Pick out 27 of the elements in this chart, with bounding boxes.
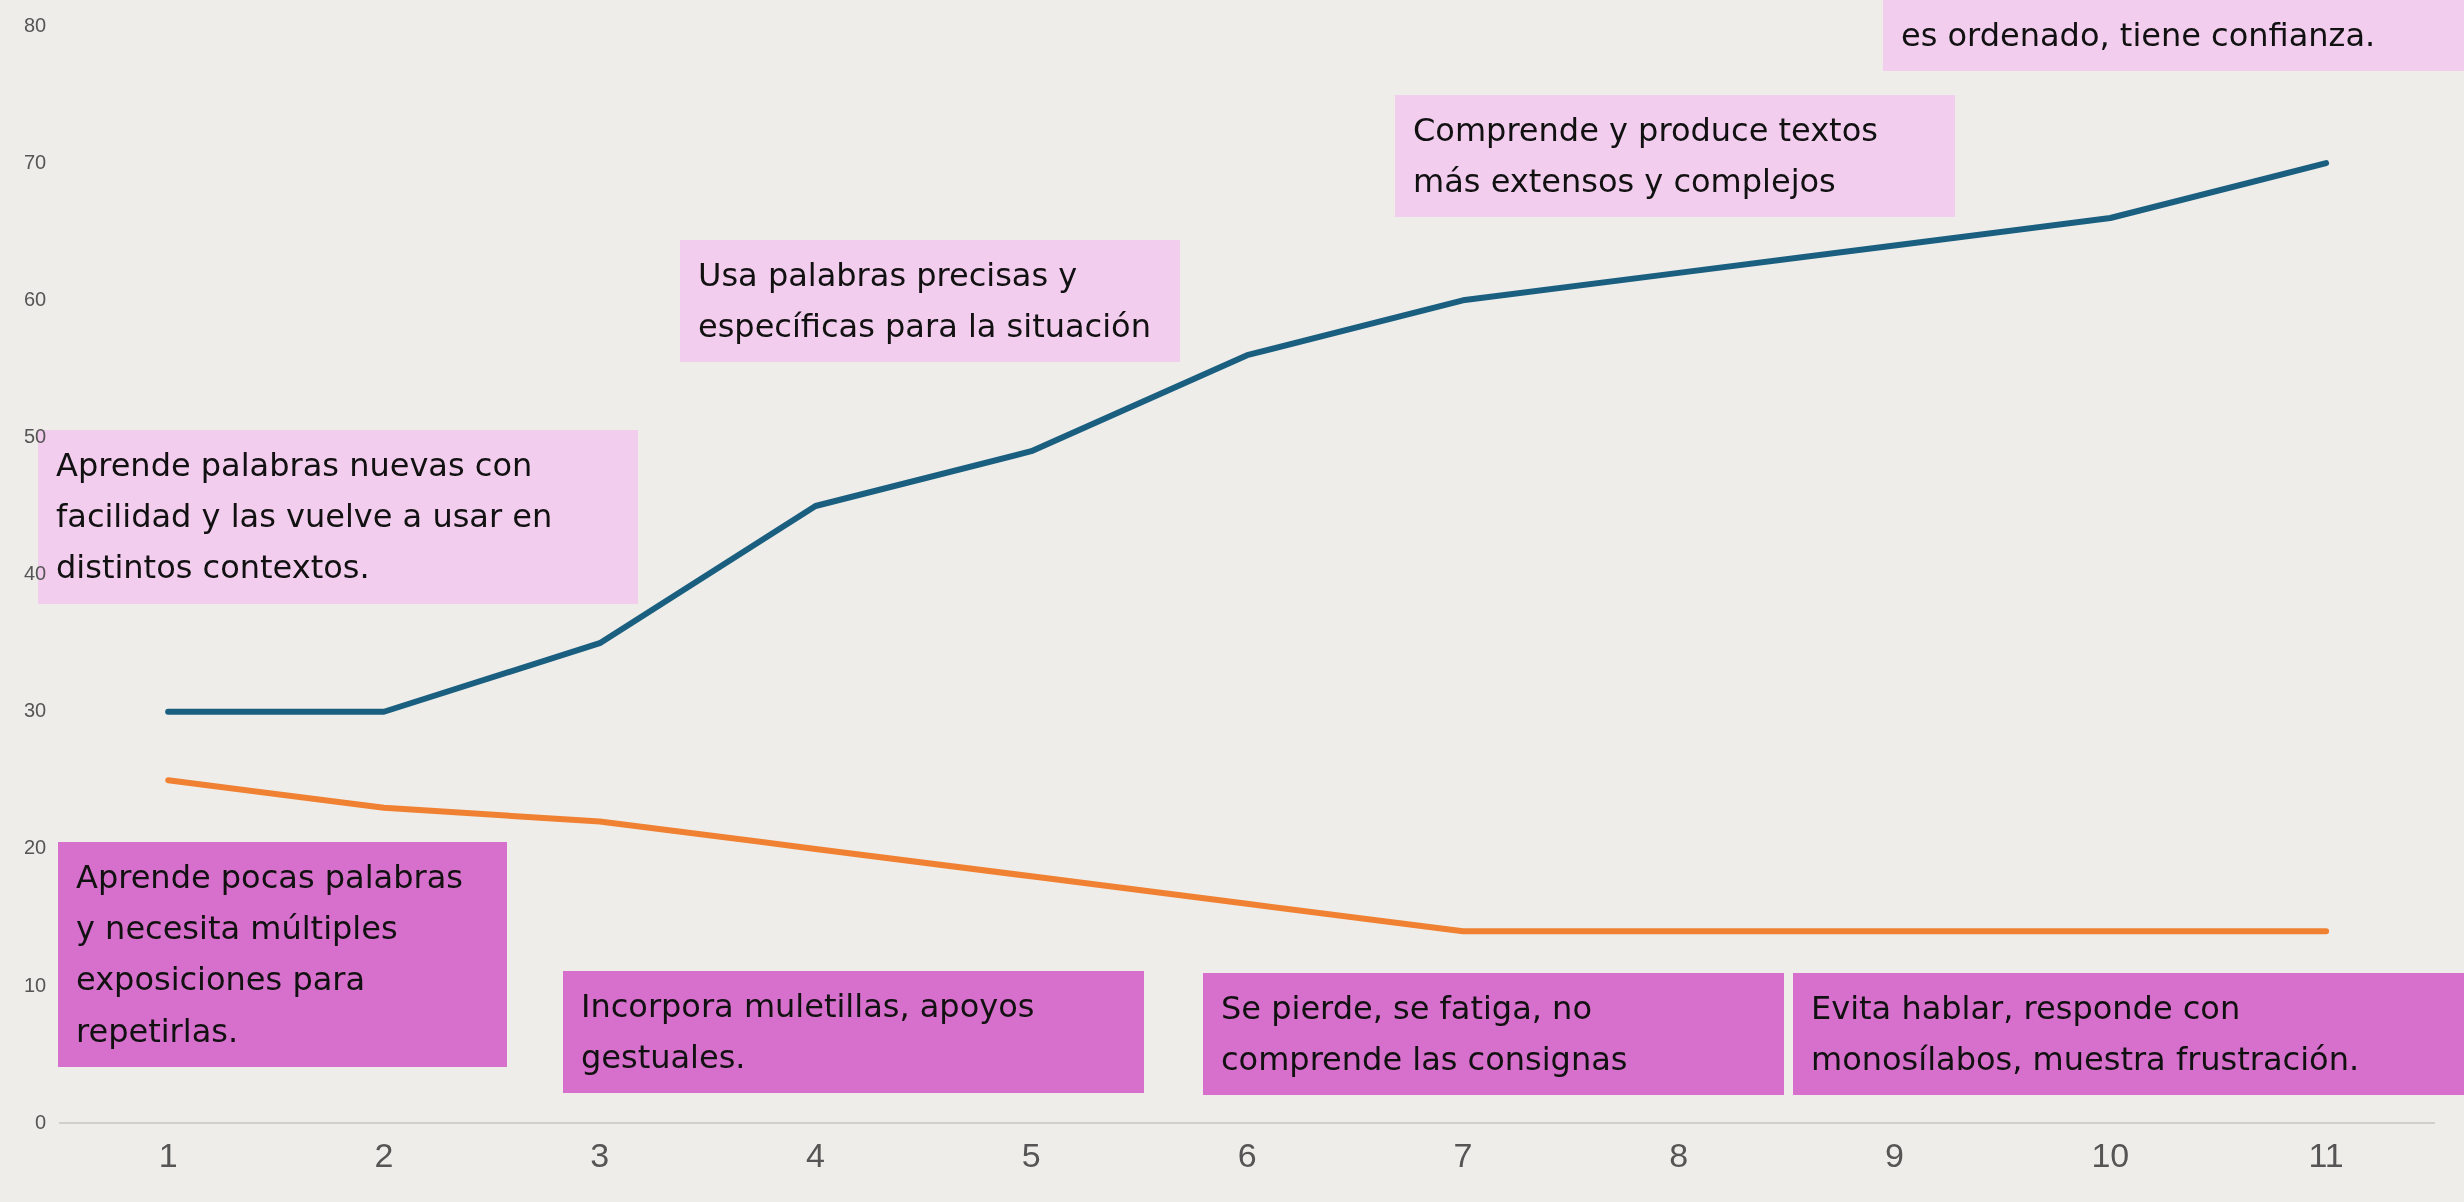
x-tick-label: 11 (2308, 1135, 2344, 1174)
callout-box: Comprende y produce textos más extensos y complejos (1395, 95, 1955, 218)
x-tick-label: 7 (1453, 1135, 1473, 1174)
x-tick-label: 3 (590, 1135, 610, 1174)
callout-box: Aprende pocas palabras y necesita múltiples exposiciones para repetirlas. (58, 842, 507, 1067)
callout-box: Se pierde, se fatiga, no comprende las consignas (1203, 973, 1784, 1096)
y-tick-label: 50 (24, 424, 47, 447)
x-tick-label: 10 (2091, 1135, 2130, 1174)
x-tick-label: 4 (806, 1135, 825, 1174)
x-tick-label: 8 (1669, 1135, 1689, 1174)
x-tick-label: 6 (1237, 1135, 1257, 1174)
y-tick-label: 20 (24, 836, 47, 859)
y-tick-label: 40 (24, 562, 47, 585)
y-tick-label: 30 (24, 699, 47, 722)
callout-box: Incorpora muletillas, apoyos gestuales. (563, 971, 1144, 1094)
y-tick-label: 10 (24, 973, 47, 996)
y-tick-label: 70 (24, 150, 47, 173)
x-tick-label: 1 (158, 1135, 178, 1174)
callout-box: Evita hablar, responde con monosílabos, muestra frustración. (1793, 973, 2464, 1096)
y-tick-label: 0 (35, 1110, 47, 1133)
y-tick-label: 60 (24, 287, 47, 310)
callout-box: Usa palabras precisas y específicas para la situación (680, 240, 1180, 363)
x-tick-label: 2 (374, 1135, 394, 1174)
callout-box: es ordenado, tiene confianza. (1883, 0, 2464, 72)
y-tick-label: 80 (24, 13, 47, 36)
x-tick-label: 9 (1885, 1135, 1904, 1174)
x-tick-label: 5 (1021, 1135, 1041, 1174)
